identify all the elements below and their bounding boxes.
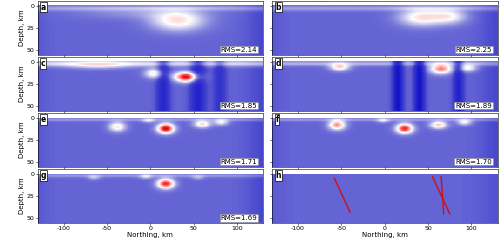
Text: a: a xyxy=(41,3,46,12)
Text: RMS=1.70: RMS=1.70 xyxy=(455,159,492,165)
Text: e: e xyxy=(41,115,46,124)
Y-axis label: Depth, km: Depth, km xyxy=(20,10,26,46)
Text: c: c xyxy=(41,59,46,68)
Y-axis label: Depth, km: Depth, km xyxy=(20,178,26,214)
Text: g: g xyxy=(41,171,46,180)
Text: RMS=2.14: RMS=2.14 xyxy=(221,47,258,53)
Text: d: d xyxy=(276,59,281,68)
X-axis label: Northing, km: Northing, km xyxy=(128,232,173,238)
Y-axis label: Depth, km: Depth, km xyxy=(20,66,26,102)
Text: RMS=1.69: RMS=1.69 xyxy=(220,215,258,221)
Y-axis label: Depth, km: Depth, km xyxy=(20,122,26,158)
Text: RMS=1.89: RMS=1.89 xyxy=(455,103,492,109)
Text: RMS=2.25: RMS=2.25 xyxy=(456,47,492,53)
Text: f: f xyxy=(276,115,279,124)
Text: RMS=1.85: RMS=1.85 xyxy=(220,103,258,109)
Text: b: b xyxy=(276,3,281,12)
Text: h: h xyxy=(276,171,281,180)
Text: RMS=1.71: RMS=1.71 xyxy=(220,159,258,165)
X-axis label: Northing, km: Northing, km xyxy=(362,232,408,238)
